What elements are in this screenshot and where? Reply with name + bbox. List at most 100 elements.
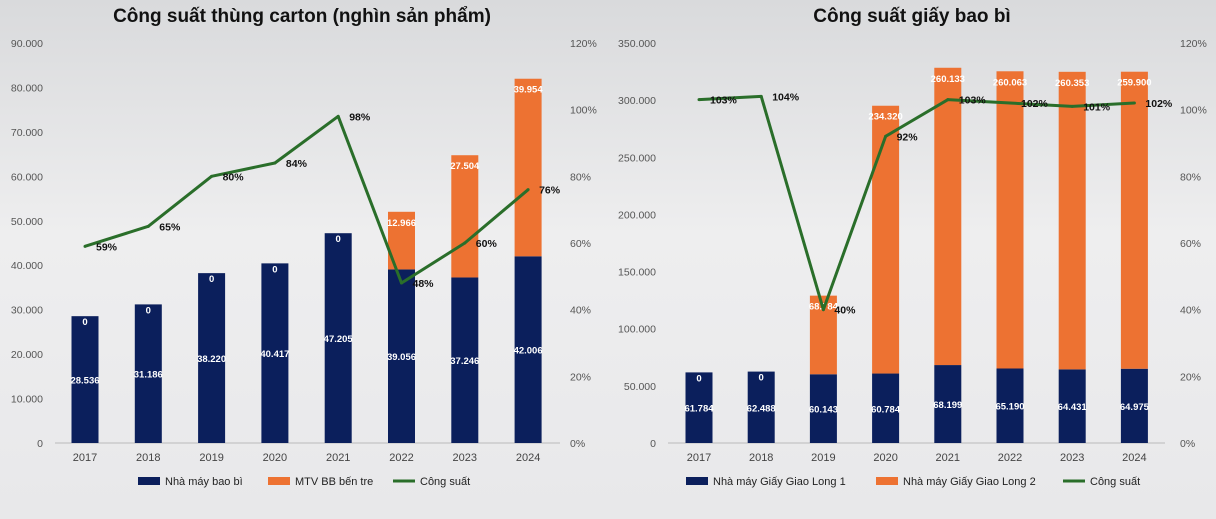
x-tick-label: 2017 [687,452,711,464]
y2-tick-label: 100% [1180,105,1207,117]
y2-tick-label: 120% [1180,38,1207,50]
y-tick-label: 10.000 [11,394,43,406]
line-data-label: 103% [959,95,987,107]
bar-data-label: 12.966 [387,218,416,229]
x-tick-label: 2020 [263,452,287,464]
line-point [697,98,701,102]
bar-1 [1120,368,1148,443]
x-tick-label: 2018 [136,452,160,464]
bar-data-label: 260.353 [1055,78,1089,89]
bar-data-label: 28.536 [70,376,99,387]
line-data-label: 102% [1145,98,1173,110]
line-data-label: 84% [286,158,308,170]
bar-data-label: 60.143 [809,405,838,416]
bar-data-label: 37.246 [450,356,479,367]
legend-label: MTV BB bến tre [295,476,373,488]
line-point [83,244,87,248]
x-tick-label: 2022 [389,452,413,464]
bar-1 [71,316,99,443]
line-point [1070,104,1074,108]
line-data-label: 101% [1083,101,1111,113]
line-point [821,308,825,312]
y-tick-label: 300.000 [618,95,656,107]
bar-data-label: 260.063 [993,77,1027,88]
chart-title: Công suất thùng carton (nghìn sản phẩm) [113,6,491,27]
bar-data-label: 39.056 [387,352,416,363]
line-data-label: 92% [897,131,919,143]
bar-data-label: 0 [82,317,87,328]
bar-data-label: 42.006 [514,346,543,357]
bar-1 [198,273,226,443]
x-tick-label: 2019 [811,452,835,464]
chart-title: Công suất giấy bao bì [813,6,1010,27]
legend-swatch [138,477,160,485]
y2-tick-label: 80% [570,171,591,183]
x-tick-label: 2022 [998,452,1022,464]
bar-1 [996,368,1024,443]
bar-data-label: 40.417 [260,349,289,360]
line-data-label: 80% [223,171,245,183]
bar-data-label: 0 [336,234,341,245]
line-data-label: 104% [772,91,800,103]
y-tick-label: 60.000 [11,171,43,183]
x-tick-label: 2019 [199,452,223,464]
bar-2 [1058,71,1086,370]
legend-label: Công suất [1090,476,1140,488]
line-point [759,94,763,98]
y-tick-label: 100.000 [618,324,656,336]
line-data-label: 102% [1021,98,1049,110]
y-tick-label: 0 [37,438,43,450]
y2-tick-label: 100% [570,105,597,117]
x-tick-label: 2023 [1060,452,1084,464]
bar-2 [1120,71,1148,369]
bar-data-label: 259.900 [1117,78,1151,89]
bar-data-label: 0 [696,373,701,384]
y-tick-label: 20.000 [11,349,43,361]
bar-data-label: 260.133 [931,74,965,85]
y-tick-label: 80.000 [11,82,43,94]
y-tick-label: 40.000 [11,260,43,272]
line-data-label: 103% [710,95,738,107]
y2-tick-label: 120% [570,38,597,50]
line-series [698,94,1135,312]
line-series [84,114,530,285]
bar-data-label: 65.190 [995,402,1024,413]
bar-1 [934,365,962,443]
y-tick-label: 70.000 [11,127,43,139]
line-point [1008,101,1012,105]
bar-data-label: 234.320 [868,112,902,123]
x-tick-label: 2020 [873,452,897,464]
bar-1 [747,371,775,443]
x-tick-label: 2024 [516,452,540,464]
bar-1 [685,372,713,443]
y-tick-label: 90.000 [11,38,43,50]
bar-data-label: 64.975 [1120,402,1150,413]
bar-1 [261,263,289,443]
bar-1 [514,256,542,443]
bar-data-label: 0 [146,305,151,316]
y2-tick-label: 60% [570,238,591,250]
y2-tick-label: 40% [1180,305,1201,317]
bar-data-label: 68.199 [933,400,962,411]
y2-tick-label: 0% [570,438,585,450]
bar-data-label: 62.488 [747,403,776,414]
bar-data-label: 39.954 [514,85,544,96]
bar-2 [514,78,542,257]
line-data-label: 65% [159,221,181,233]
bar-2 [996,71,1024,369]
bar-data-label: 27.504 [450,161,480,172]
y2-tick-label: 20% [570,371,591,383]
legend-label: Nhà máy bao bì [165,476,243,488]
legend-label: Công suất [420,476,470,488]
bar-data-label: 61.784 [684,404,714,415]
line-data-label: 76% [539,185,561,197]
line-data-label: 59% [96,241,118,253]
bar-1 [872,373,900,443]
x-tick-label: 2024 [1122,452,1146,464]
bar-1 [451,277,479,443]
bar-1 [134,304,162,443]
legend-swatch [268,477,290,485]
legend-label: Nhà máy Giấy Giao Long 1 [713,476,846,488]
bar-1 [1058,369,1086,443]
